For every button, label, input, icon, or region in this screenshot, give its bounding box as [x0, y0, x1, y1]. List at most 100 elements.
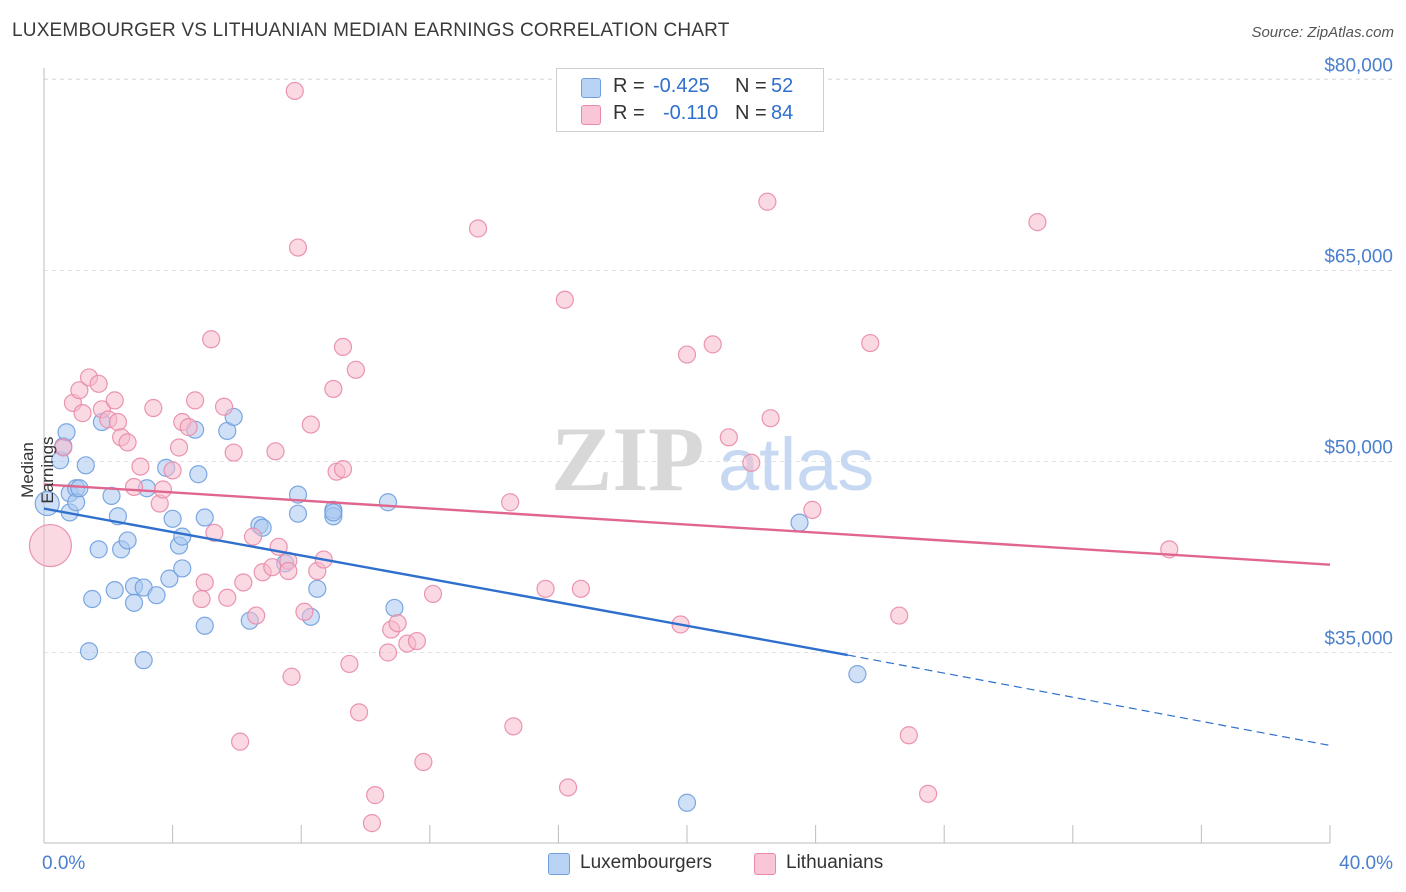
lithuanian-point — [919, 784, 938, 803]
lithuanian-point — [214, 397, 234, 416]
lithuanian-point — [301, 415, 320, 434]
r-label: R = — [613, 102, 645, 124]
lithuanian-point — [163, 461, 182, 480]
lithuanian-point — [555, 290, 574, 309]
n-value: 52 — [771, 75, 794, 97]
lithuanian-point — [144, 398, 163, 418]
luxembourger-point — [57, 423, 76, 442]
lithuanian-point — [899, 726, 918, 745]
lithuanian-point — [205, 523, 224, 542]
lithuanian-point — [719, 428, 738, 447]
lithuanian-point — [73, 404, 92, 423]
lithuanian-point — [108, 412, 128, 432]
lithuanian-point — [279, 561, 298, 581]
luxembourger-trend-line — [43, 507, 848, 657]
luxembourger-point — [118, 531, 137, 550]
lithuanian-point — [70, 381, 89, 400]
chart-title: LUXEMBOURGER VS LITHUANIAN MEDIAN EARNIN… — [12, 20, 730, 41]
lithuanian-point — [192, 589, 211, 609]
luxembourger-point — [147, 586, 166, 605]
lithuanian-point — [349, 703, 369, 722]
legend-label: Luxembourgers — [580, 852, 713, 873]
lithuanian-point — [105, 391, 124, 410]
lithuanian-point — [414, 752, 433, 772]
lithuanian-point — [890, 606, 909, 625]
legend-swatch-blue — [548, 853, 570, 875]
r-value: -0.110 — [663, 102, 719, 124]
lithuanian-point — [346, 360, 365, 379]
lithuanian-point — [295, 602, 314, 621]
correlation-stats-box: R = -0.425 N = 52 R = -0.110 N = 84 — [556, 68, 824, 132]
lithuanian-point — [366, 786, 385, 805]
lithuanian-point — [378, 643, 398, 662]
lithuanian-point — [333, 460, 353, 479]
n-value: 84 — [771, 102, 794, 124]
luxembourger-point — [102, 486, 121, 505]
luxembourger-point — [848, 665, 867, 684]
luxembourger-point — [378, 493, 398, 512]
y-tick-label: $35,000 — [1324, 629, 1393, 650]
lithuanian-point — [803, 500, 822, 519]
lithuanian-point — [333, 337, 353, 356]
lithuanian-point — [1028, 213, 1047, 232]
r-label: R = — [613, 75, 645, 97]
luxembourger-point — [189, 465, 208, 484]
lithuanian-point — [186, 391, 205, 410]
luxembourger-point — [173, 527, 192, 546]
lithuanian-point — [340, 654, 359, 674]
lithuanian-point — [266, 442, 285, 461]
x-tick-label: 40.0% — [1339, 853, 1393, 874]
lithuanian-point — [218, 588, 237, 607]
luxembourger-point — [288, 504, 308, 523]
stats-swatch-pink — [581, 105, 601, 125]
lithuanian-point — [285, 81, 304, 101]
luxembourger-point — [70, 479, 89, 498]
lithuanian-point — [169, 438, 189, 457]
lithuanian-point — [195, 573, 214, 592]
lithuanian-point — [288, 238, 308, 257]
luxembourger-point — [134, 651, 153, 670]
luxembourger-point — [173, 559, 192, 578]
lithuanian-point — [224, 443, 243, 462]
lithuanian-point — [118, 433, 137, 452]
lithuanian-point — [179, 418, 198, 437]
luxembourger-point — [195, 616, 214, 635]
lithuanian-point — [54, 438, 73, 457]
legend-swatch-pink — [754, 853, 776, 875]
lithuanian-point — [861, 333, 880, 353]
x-tick-label: 0.0% — [42, 853, 85, 874]
data-points — [28, 81, 1179, 833]
r-value: -0.425 — [653, 75, 710, 97]
lithuanian-point — [571, 579, 591, 598]
lithuanian-point — [742, 453, 761, 472]
luxembourger-point — [163, 509, 182, 528]
lithuanian-point — [677, 345, 697, 364]
grid-lines — [44, 78, 1392, 653]
y-tick-label: $50,000 — [1324, 438, 1393, 459]
luxembourger-point — [790, 513, 809, 532]
source-label: Source: ZipAtlas.com — [1251, 24, 1394, 41]
lithuanian-trend-line — [43, 483, 1331, 566]
watermark-zip: ZIP — [551, 408, 704, 510]
lithuanian-point — [231, 732, 250, 751]
y-axis-label: Median Earnings — [18, 436, 57, 504]
lithuanian-point — [153, 480, 173, 499]
luxembourger-point — [105, 581, 124, 600]
lithuanian-point — [263, 558, 282, 577]
watermark-atlas: atlas — [718, 423, 874, 506]
luxembourger-point — [385, 598, 404, 618]
luxembourger-point — [677, 793, 697, 812]
lithuanian-point — [536, 579, 555, 598]
lithuanian-point — [247, 606, 266, 625]
lithuanian-point — [761, 409, 780, 428]
legend-label: Lithuanians — [786, 852, 884, 873]
y-tick-label: $80,000 — [1324, 56, 1393, 77]
lithuanian-point — [202, 330, 221, 349]
y-tick-label: $65,000 — [1324, 247, 1393, 268]
lithuanian-point — [501, 493, 520, 512]
luxembourger-point — [89, 540, 108, 559]
lithuanian-point — [362, 814, 382, 833]
stats-swatch-blue — [581, 78, 601, 98]
luxembourger-point — [324, 503, 343, 522]
